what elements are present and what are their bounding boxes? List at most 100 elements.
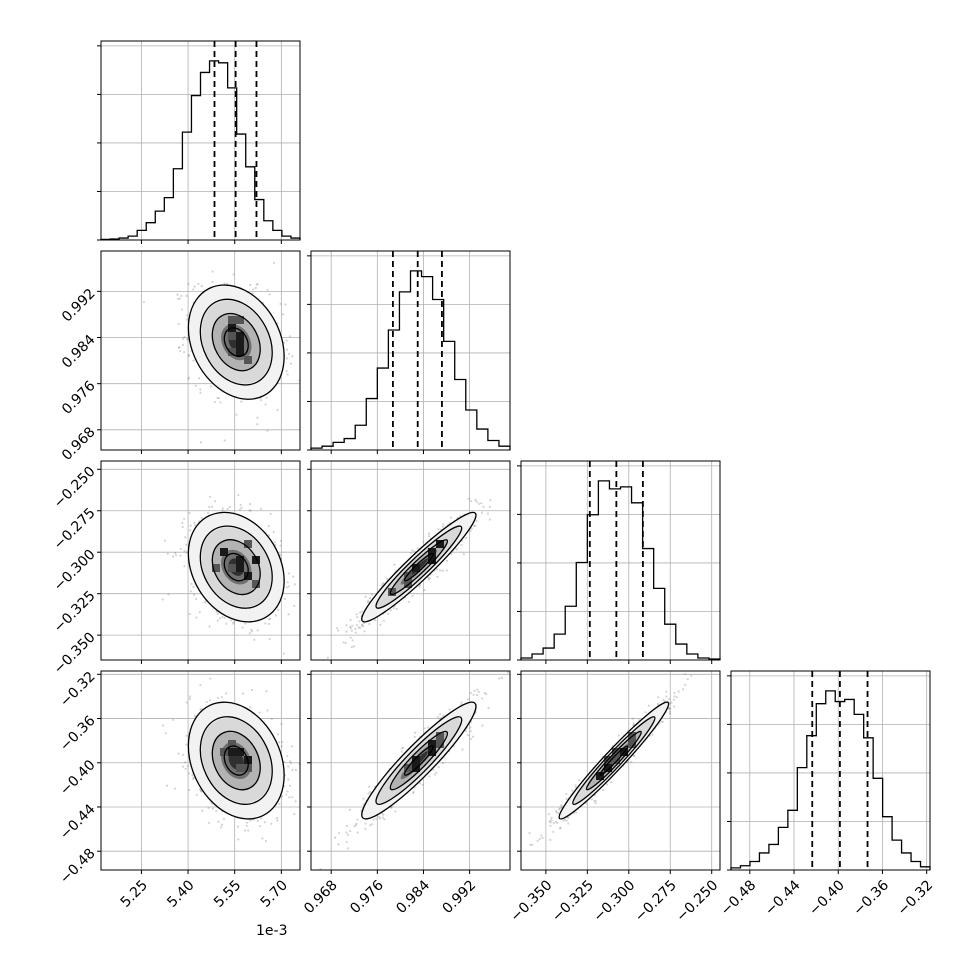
sample-point [475, 500, 478, 503]
sample-point [172, 718, 175, 722]
sample-point [225, 622, 228, 625]
sample-point [273, 541, 276, 544]
sample-point [287, 765, 290, 768]
sample-point [264, 622, 267, 625]
panel-inner [101, 461, 300, 660]
contour-line [223, 552, 249, 582]
sample-point [488, 518, 491, 521]
sample-point [360, 624, 364, 627]
sample-point [244, 622, 247, 625]
density-cell [252, 556, 260, 564]
sample-point [256, 819, 260, 823]
sample-point [469, 529, 472, 533]
sample-point [266, 429, 269, 432]
sample-point [294, 800, 297, 803]
sample-point [470, 527, 473, 530]
sample-point [567, 822, 570, 825]
sample-point [672, 698, 675, 701]
sample-point [285, 586, 289, 589]
density-cell [236, 332, 244, 340]
histogram-step [730, 690, 931, 870]
sample-point [373, 619, 377, 622]
density-cell [228, 748, 236, 756]
axes-frame [310, 250, 511, 451]
density-cell [228, 740, 236, 748]
sample-point [215, 809, 218, 813]
sample-point [487, 707, 490, 710]
axes-frame [520, 460, 721, 661]
sample-point [248, 503, 252, 506]
sample-point [480, 502, 483, 505]
sample-point [210, 505, 214, 508]
sample-point [269, 512, 272, 516]
sample-point [288, 796, 291, 799]
sample-point [372, 818, 375, 821]
density-cell [236, 556, 244, 564]
sample-point [277, 608, 280, 612]
sample-point [469, 730, 472, 733]
sample-point [667, 707, 670, 711]
sample-point [239, 508, 242, 511]
sample-point [407, 600, 411, 603]
sample-point [358, 620, 361, 623]
sample-point [186, 337, 189, 341]
sample-point [239, 503, 242, 506]
sample-point [362, 624, 365, 628]
sample-point [272, 530, 275, 534]
sample-point [469, 726, 472, 729]
pair-panel-0-2 [97, 460, 301, 664]
sample-point [186, 314, 189, 317]
axes-frame [100, 670, 301, 871]
sample-point [220, 826, 223, 829]
sample-point [345, 824, 349, 827]
sample-point [489, 499, 492, 502]
sample-point [161, 724, 165, 727]
sample-point [243, 829, 247, 832]
sample-point [286, 790, 289, 793]
sample-point [219, 401, 222, 404]
sample-point [183, 336, 186, 339]
sample-point [466, 733, 470, 737]
sample-point [256, 423, 259, 426]
sample-point [286, 581, 289, 584]
sample-point [211, 807, 215, 810]
sample-point [267, 525, 270, 528]
sample-point [477, 690, 480, 694]
sample-point [318, 726, 320, 728]
histogram-panel-0 [97, 40, 301, 244]
sample-point [183, 549, 186, 552]
sample-point [254, 286, 257, 290]
sample-point [270, 717, 273, 721]
density-cell [412, 756, 420, 764]
sample-point [293, 604, 296, 607]
sample-point [326, 656, 329, 659]
contour-line [187, 284, 285, 400]
sample-point [464, 536, 468, 540]
axes-frame [100, 460, 301, 661]
sample-point [179, 547, 182, 551]
sample-point [363, 630, 366, 633]
sample-point [353, 825, 356, 828]
sample-point [187, 764, 190, 767]
sample-point [422, 540, 425, 544]
density-cell [244, 572, 252, 580]
sample-point [287, 572, 290, 575]
sample-point [269, 617, 272, 620]
sample-point [345, 630, 348, 633]
sample-point [195, 793, 198, 797]
sample-point [181, 308, 184, 311]
density-cell [244, 356, 252, 364]
histogram-panel-1 [307, 250, 511, 454]
sample-point [352, 645, 356, 648]
pair-panel-0-3 [97, 670, 320, 874]
sample-point [473, 524, 477, 527]
sample-point [469, 691, 472, 695]
sample-point [183, 761, 187, 764]
contour-line [187, 701, 285, 820]
density-cell [404, 580, 412, 588]
density-cell [236, 340, 244, 348]
sample-point [349, 829, 352, 833]
histogram-step [520, 480, 721, 660]
sample-point [647, 704, 650, 707]
sample-point [571, 789, 574, 792]
